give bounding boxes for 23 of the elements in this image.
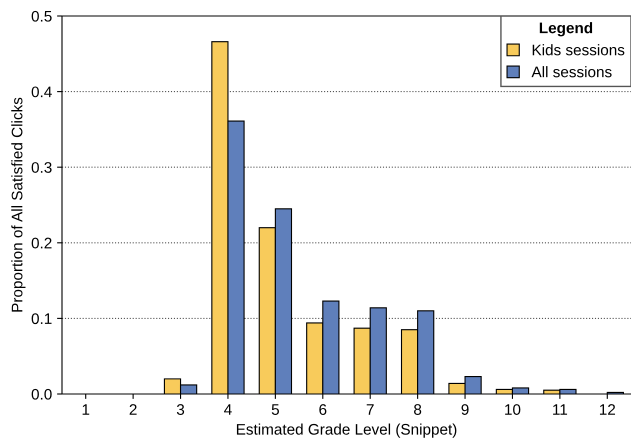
x-tick-label: 5	[272, 404, 279, 415]
y-tick-label: 0.4	[32, 86, 52, 98]
y-tick-label: 0.0	[32, 388, 52, 400]
x-tick-label: 10	[505, 404, 520, 415]
x-tick-label: 7	[366, 404, 374, 415]
y-axis-title: Proportion of All Satisfied Clicks	[11, 98, 26, 312]
x-axis-title: Estimated Grade Level (Snippet)	[236, 424, 456, 438]
x-tick-label: 12	[600, 404, 616, 415]
x-tick-label: 1	[82, 404, 90, 415]
x-tick-label: 8	[414, 404, 422, 415]
y-tick-label: 0.2	[32, 238, 52, 248]
x-tick-label: 3	[176, 404, 184, 415]
x-tick-label: 9	[462, 404, 469, 415]
y-tick-label: 0.1	[32, 313, 52, 324]
x-tick-label: 2	[130, 404, 137, 415]
x-tick-label: 4	[224, 404, 232, 415]
legend-title: Legend	[540, 22, 592, 36]
x-tick-label: 6	[319, 404, 326, 415]
y-tick-label: 0.3	[32, 162, 52, 173]
legend-label: All sessions	[532, 66, 612, 78]
legend-label: Kids sessions	[532, 44, 624, 56]
x-tick-label: 11	[553, 404, 568, 415]
y-tick-label: 0.5	[32, 10, 52, 22]
